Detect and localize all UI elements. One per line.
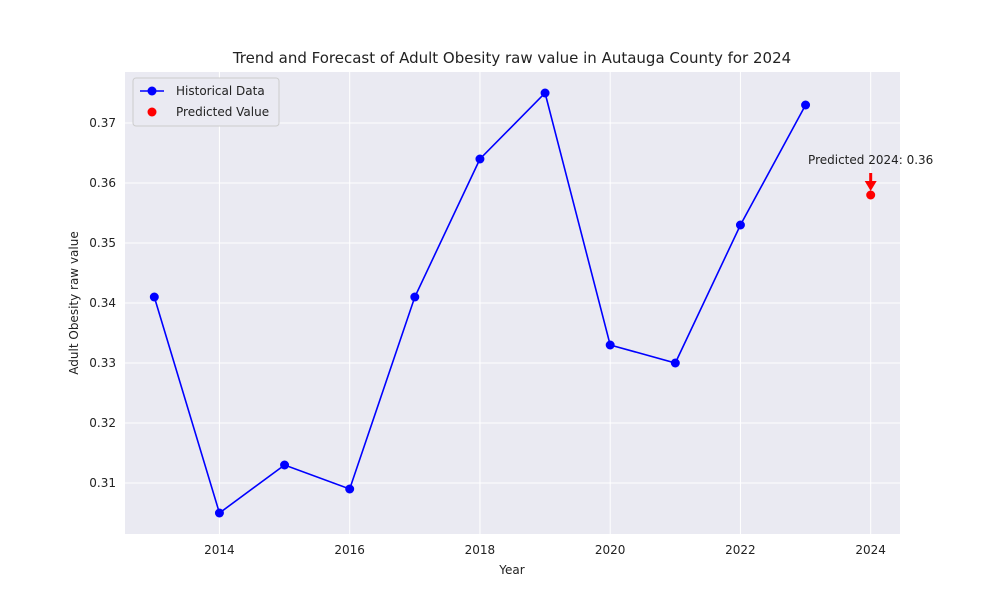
historical-data-point [345,484,355,494]
x-tick-label: 2024 [855,543,886,557]
x-axis-label: Year [498,563,524,577]
annotation-arrow-head [864,181,877,191]
y-tick-label: 0.36 [89,176,116,190]
historical-data-point [735,220,745,230]
historical-data-point [214,508,224,518]
y-tick-label: 0.32 [89,416,116,430]
legend: Historical Data Predicted Value [132,77,280,127]
annotation-layer: Predicted 2024: 0.36 [808,153,933,191]
x-tick-label: 2014 [204,543,235,557]
x-tick-label: 2020 [595,543,626,557]
predicted-value-point [866,190,876,200]
historical-data-point [475,154,485,164]
y-tick-label: 0.37 [89,116,116,130]
y-tick-label: 0.33 [89,356,116,370]
historical-data-point [801,100,811,110]
x-tick-label: 2022 [725,543,756,557]
x-tick-label: 2018 [465,543,496,557]
prediction-annotation-text: Predicted 2024: 0.36 [808,153,933,167]
legend-predicted-label: Predicted Value [176,105,269,119]
historical-data-point [670,358,680,368]
y-tick-label: 0.34 [89,296,116,310]
tick-labels: 2014 2016 2018 2020 2022 2024 0.31 0.32 0.33 0.34… [89,116,886,557]
series-layer [149,88,876,518]
grid [125,72,900,534]
x-tick-label: 2016 [334,543,365,557]
legend-historical-marker [147,86,157,96]
historical-data-point [410,292,420,302]
historical-data-point [540,88,550,98]
y-tick-label: 0.35 [89,236,116,250]
y-tick-label: 0.31 [89,476,116,490]
historical-data-point [605,340,615,350]
historical-data-point [280,460,290,470]
historical-data-point [149,292,159,302]
y-axis-label: Adult Obesity raw value [67,231,81,374]
legend-historical-label: Historical Data [176,84,265,98]
chart-title: Trend and Forecast of Adult Obesity raw … [232,49,791,67]
legend-box [132,77,280,127]
legend-predicted-marker [147,107,157,117]
